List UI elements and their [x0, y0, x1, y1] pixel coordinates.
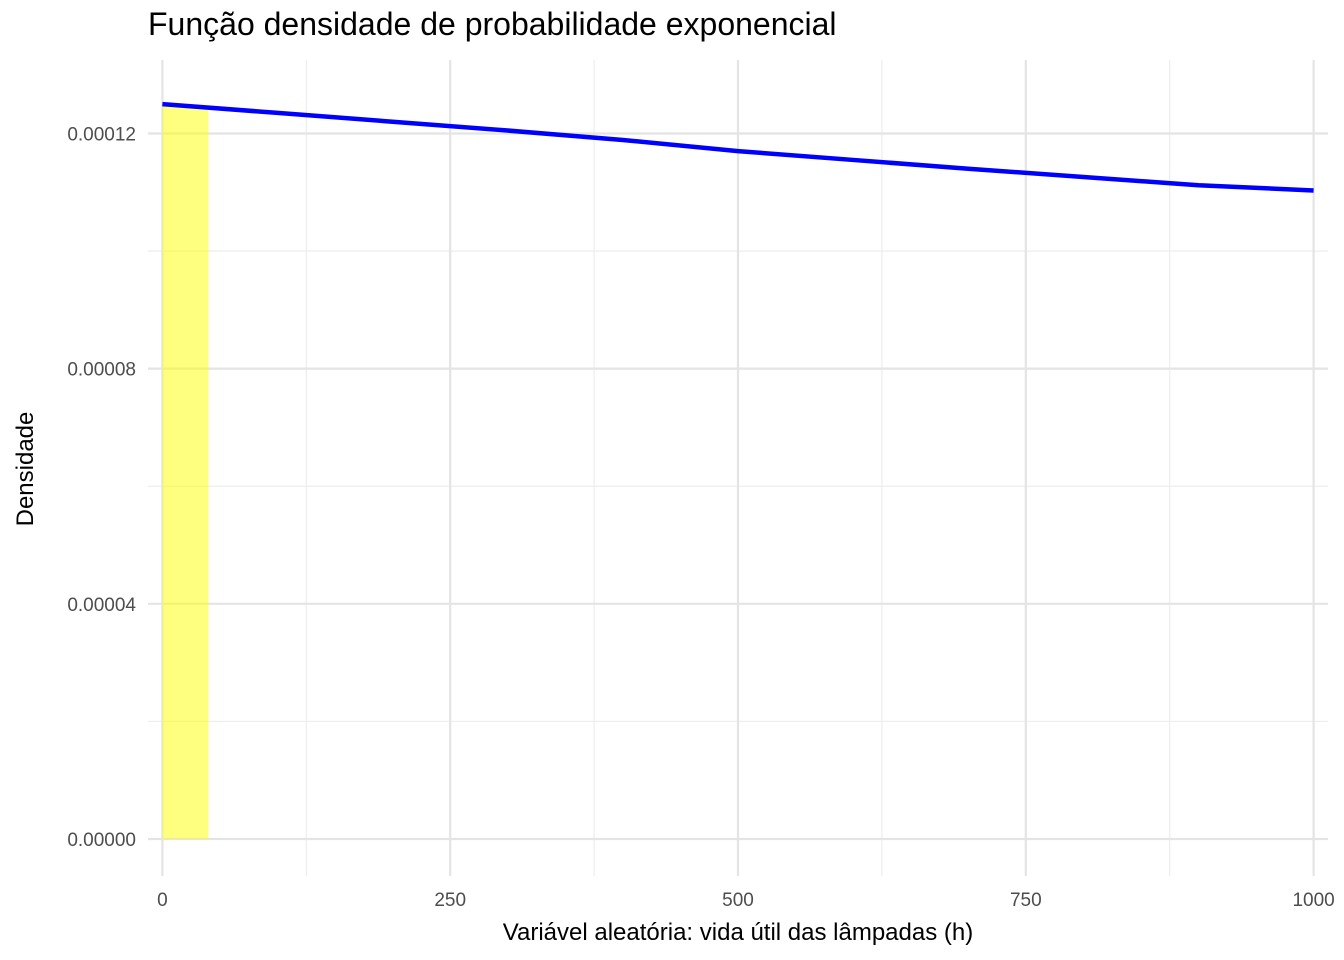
y-tick-label: 0.00004 — [67, 595, 136, 616]
x-tick-label: 1000 — [1292, 890, 1334, 911]
x-tick-label: 500 — [722, 890, 754, 911]
y-tick-label: 0.00000 — [67, 830, 136, 851]
chart-title: Função densidade de probabilidade expone… — [148, 6, 837, 42]
x-tick-label: 0 — [157, 890, 168, 911]
density-line-layer — [162, 101, 1314, 193]
y-tick-labels: 0.00000 0.00004 0.00008 0.00012 — [67, 124, 136, 850]
y-axis-title: Densidade — [12, 412, 39, 527]
density-line — [162, 101, 1314, 193]
x-tick-label: 750 — [1010, 890, 1042, 911]
x-tick-label: 250 — [434, 890, 466, 911]
x-axis-title: Variável aleatória: vida útil das lâmpad… — [503, 919, 973, 946]
y-tick-label: 0.00008 — [67, 360, 136, 381]
shaded-area-layer — [162, 104, 209, 839]
shaded-probability-area — [162, 104, 209, 839]
x-tick-labels: 0 250 500 750 1000 — [157, 890, 1335, 911]
y-tick-label: 0.00012 — [67, 124, 136, 145]
